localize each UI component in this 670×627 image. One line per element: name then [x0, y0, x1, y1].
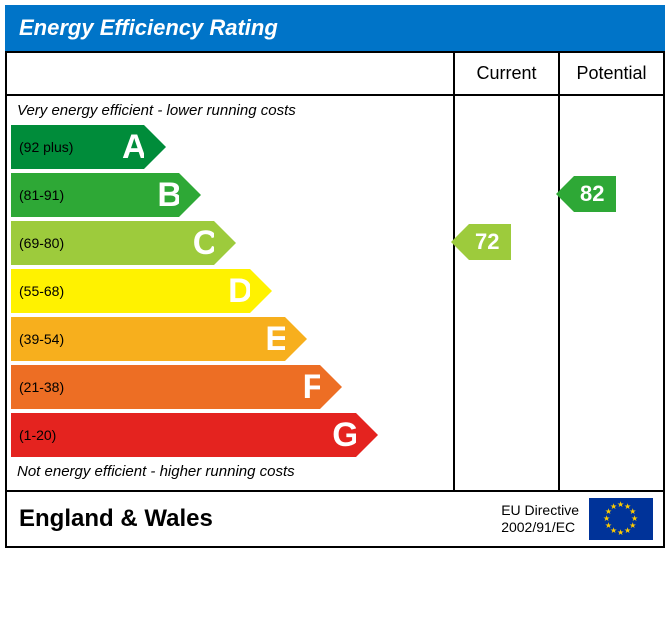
band-e: (39-54) E [11, 317, 453, 361]
band-c: (69-80) C [11, 221, 453, 265]
header-current: Current [453, 53, 558, 94]
eu-flag-icon: ★★★★★★★★★★★★ [589, 498, 653, 540]
body-row: Very energy efficient - lower running co… [7, 96, 663, 490]
directive-line2: 2002/91/EC [501, 519, 579, 537]
current-column: 72 [453, 96, 558, 490]
band-range: (92 plus) [19, 139, 73, 155]
band-d: (55-68) D [11, 269, 453, 313]
band-bar-e: (39-54) E [11, 317, 285, 361]
chart-box: Current Potential Very energy efficient … [5, 51, 665, 548]
potential-column: 82 [558, 96, 663, 490]
potential-rating-arrow: 82 [574, 176, 616, 212]
bands-column: Very energy efficient - lower running co… [7, 96, 453, 490]
band-a: (92 plus) A [11, 125, 453, 169]
band-bar-b: (81-91) B [11, 173, 179, 217]
current-rating-arrow: 72 [469, 224, 511, 260]
footer-region: England & Wales [7, 495, 501, 543]
band-range: (55-68) [19, 283, 64, 299]
footer-right: EU Directive 2002/91/EC ★★★★★★★★★★★★ [501, 492, 663, 546]
band-bar-a: (92 plus) A [11, 125, 144, 169]
band-bar-c: (69-80)C [11, 221, 214, 265]
band-letter: F [303, 368, 324, 407]
band-letter: A [122, 128, 147, 167]
directive-line1: EU Directive [501, 502, 579, 520]
header-row: Current Potential [7, 53, 663, 96]
band-range: (1-20) [19, 427, 56, 443]
band-bar-f: (21-38)F [11, 365, 320, 409]
band-f: (21-38) F [11, 365, 453, 409]
band-letter: G [332, 416, 358, 455]
band-range: (81-91) [19, 187, 64, 203]
eu-star: ★ [610, 502, 617, 511]
header-potential: Potential [558, 53, 663, 94]
band-bar-g: (1-20) G [11, 413, 356, 457]
band-range: (69-80) [19, 235, 64, 251]
footer-directive: EU Directive 2002/91/EC [501, 502, 579, 537]
footer-row: England & Wales EU Directive 2002/91/EC … [7, 490, 663, 546]
band-g: (1-20) G [11, 413, 453, 457]
efficiency-label-top: Very energy efficient - lower running co… [11, 100, 453, 125]
band-letter: D [228, 272, 253, 311]
band-letter: C [193, 224, 218, 263]
band-b: (81-91) B [11, 173, 453, 217]
title-bar: Energy Efficiency Rating [5, 5, 665, 51]
eu-star: ★ [617, 528, 624, 537]
chart-title: Energy Efficiency Rating [19, 15, 278, 40]
band-range: (21-38) [19, 379, 64, 395]
eu-star: ★ [624, 526, 631, 535]
band-letter: E [265, 320, 288, 359]
band-bar-d: (55-68) D [11, 269, 250, 313]
header-spacer [7, 53, 453, 94]
epc-chart: Energy Efficiency Rating Current Potenti… [5, 5, 665, 548]
efficiency-label-bottom: Not energy efficient - higher running co… [11, 461, 453, 486]
band-letter: B [157, 176, 182, 215]
band-range: (39-54) [19, 331, 64, 347]
